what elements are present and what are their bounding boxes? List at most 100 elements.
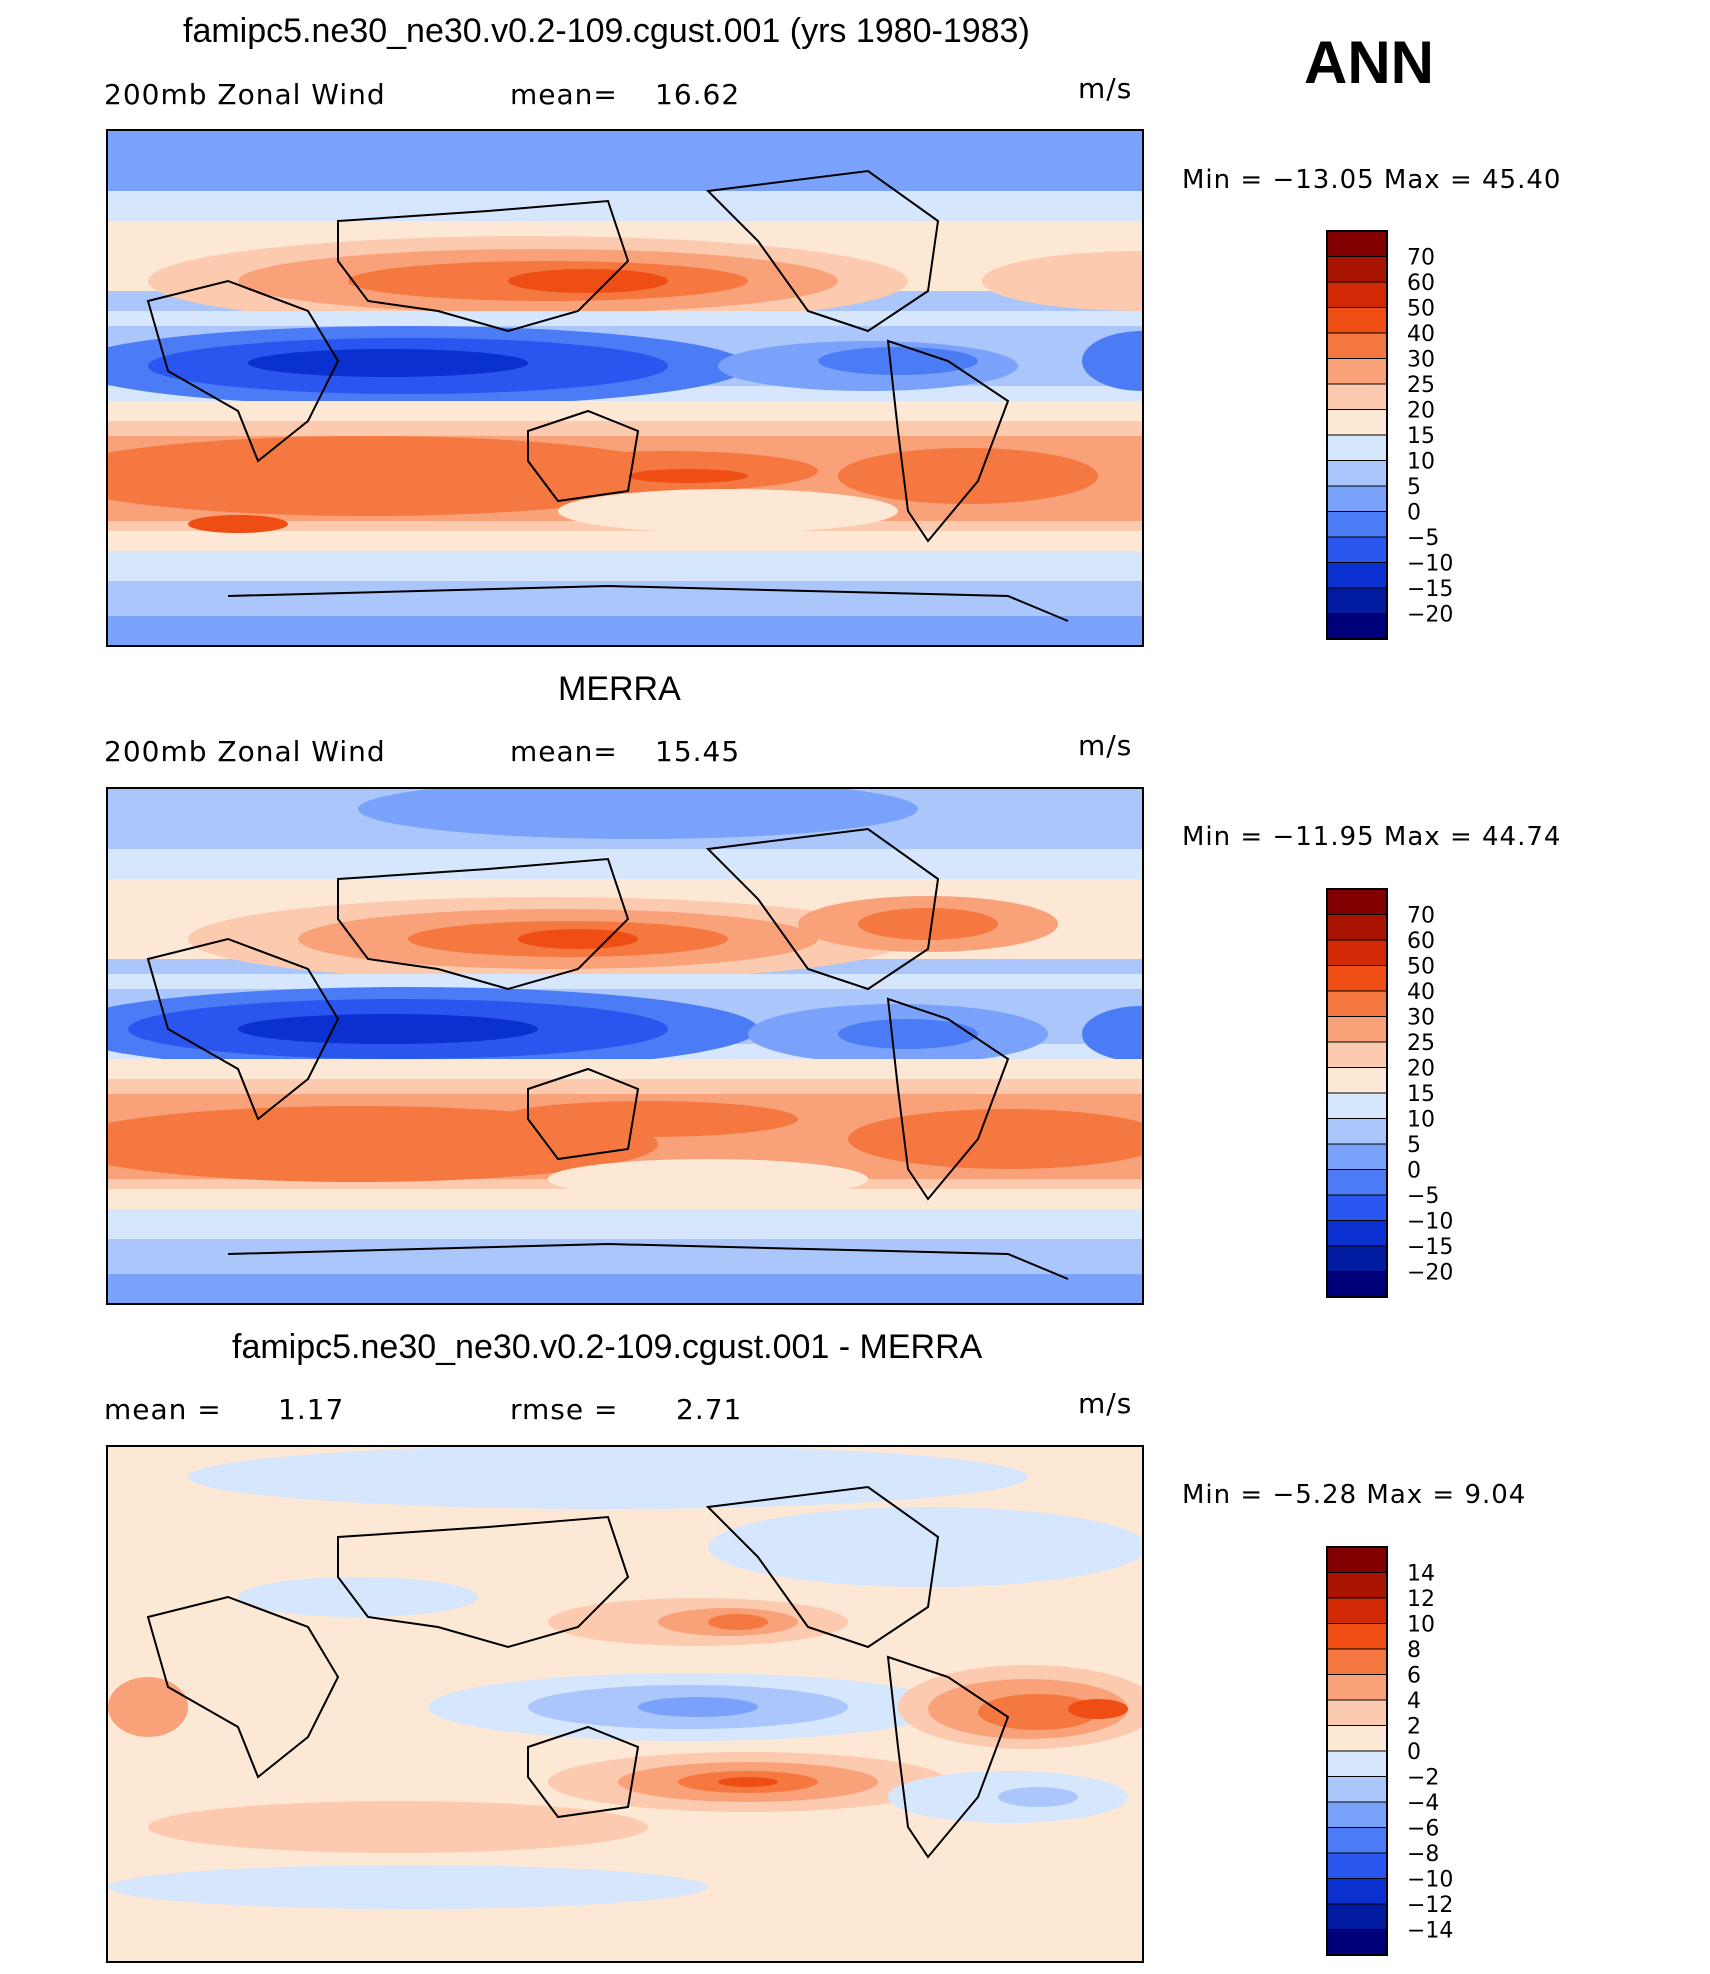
contour-band [982,251,1142,311]
colorbar-swatch [1326,1118,1388,1145]
colorbar-tick-label: −20 [1407,603,1453,628]
colorbar-swatch [1326,307,1388,334]
contour-band [148,1801,648,1853]
colorbar-swatch [1326,536,1388,563]
contour-band [498,1101,798,1137]
colorbar-tick-label: 15 [1407,424,1435,449]
colorbar-tick-label: 70 [1407,904,1435,929]
colorbar-tick-label: −5 [1407,1184,1439,1209]
colorbar-tick-label: 5 [1407,1133,1421,1158]
colorbar-swatch [1326,1271,1388,1298]
colorbar-tick-label: −12 [1407,1893,1453,1918]
contour-band [248,349,528,377]
panel1-mean-label: mean= [510,78,618,111]
contour-band [108,1274,1142,1303]
panel3-title: famipc5.ne30_ne30.v0.2-109.cgust.001 - M… [232,1328,983,1366]
colorbar-swatch [1326,1725,1388,1752]
colorbar-tick-label: −10 [1407,1868,1453,1893]
colorbar-swatch [1326,1245,1388,1272]
panel3-mean-value: 1.17 [278,1393,345,1426]
colorbar-swatch [1326,434,1388,461]
colorbar-swatch [1326,1648,1388,1675]
contour-band [108,1677,188,1737]
colorbar-swatch [1326,230,1388,257]
colorbar-swatch [1326,1220,1388,1247]
colorbar-swatch [1326,383,1388,410]
colorbar-tick-label: 0 [1407,501,1421,526]
colorbar-tick-label: 25 [1407,1031,1435,1056]
colorbar-swatch [1326,613,1388,640]
contour-band [708,1507,1142,1587]
panel3-minmax: Min = −5.28 Max = 9.04 [1182,1480,1527,1510]
panel3-rmse-label: rmse = [510,1393,619,1426]
panel2-variable-label: 200mb Zonal Wind [104,735,386,768]
colorbar-swatch [1326,256,1388,283]
colorbar-tick-label: 40 [1407,322,1435,347]
colorbar-swatch [1326,1041,1388,1068]
coastlines [146,169,1069,622]
contour-band [188,1447,1028,1509]
colorbar-swatch [1326,1878,1388,1905]
colorbar-tick-label: 15 [1407,1082,1435,1107]
colorbar-swatch [1326,1776,1388,1803]
colorbar-tick-label: 60 [1407,271,1435,296]
panel3-mean-label: mean = [104,1393,222,1426]
colorbar-tick-label: 2 [1407,1715,1421,1740]
panel1-map [106,129,1144,647]
panel1-minmax: Min = −13.05 Max = 45.40 [1182,165,1562,195]
colorbar-tick-label: 20 [1407,1057,1435,1082]
colorbar-tick-label: 4 [1407,1689,1421,1714]
colorbar-tick-label: 5 [1407,475,1421,500]
panel2-map [106,787,1144,1305]
panel1-title: famipc5.ne30_ne30.v0.2-109.cgust.001 (yr… [183,12,1030,50]
colorbar-swatch [1326,939,1388,966]
contour-band [558,489,898,533]
colorbar-swatch [1326,1827,1388,1854]
panel2-units: m/s [1078,729,1133,762]
contour-band [818,347,978,375]
contour-band [188,515,288,533]
colorbar-tick-label: −14 [1407,1919,1453,1944]
colorbar-tick-label: 6 [1407,1664,1421,1689]
panel3-rmse-value: 2.71 [676,1393,743,1426]
colorbar-tick-label: 40 [1407,980,1435,1005]
colorbar-swatch [1326,990,1388,1017]
colorbar-swatch [1326,914,1388,941]
contour-band [838,448,1098,504]
colorbar-tick-label: −10 [1407,1210,1453,1235]
colorbar-tick-label: 50 [1407,297,1435,322]
colorbar-tick-label: −8 [1407,1842,1439,1867]
colorbar-swatch [1326,409,1388,436]
contour-band [108,436,688,516]
colorbar-swatch [1326,281,1388,308]
panel2-minmax: Min = −11.95 Max = 44.74 [1182,822,1562,852]
colorbar-swatch [1326,332,1388,359]
colorbar-swatch [1326,1067,1388,1094]
colorbar-tick-label: −2 [1407,1766,1439,1791]
contour-band [998,1787,1078,1807]
panel1-mean-value: 16.62 [655,78,741,111]
colorbar-swatch [1326,1092,1388,1119]
colorbar-swatch [1326,511,1388,538]
colorbar-swatch [1326,1194,1388,1221]
contour-band [1082,331,1142,391]
colorbar-tick-label: −10 [1407,552,1453,577]
colorbar-frame [1326,888,1388,1298]
colorbar-swatch [1326,1143,1388,1170]
colorbar-tick-label: 30 [1407,348,1435,373]
colorbar-swatch [1326,358,1388,385]
coastlines [146,827,1069,1280]
colorbar-tick-label: 10 [1407,450,1435,475]
colorbar-tick-label: 8 [1407,1638,1421,1663]
colorbar-tick-label: 12 [1407,1587,1435,1612]
contour-band [548,1159,868,1199]
colorbar-swatch [1326,1750,1388,1777]
contour-band [518,929,638,949]
colorbar-tick-label: 20 [1407,399,1435,424]
colorbar-tick-label: −15 [1407,577,1453,602]
colorbar-tick-label: −5 [1407,526,1439,551]
colorbar-tick-label: −20 [1407,1261,1453,1286]
colorbar-tick-label: −15 [1407,1235,1453,1260]
